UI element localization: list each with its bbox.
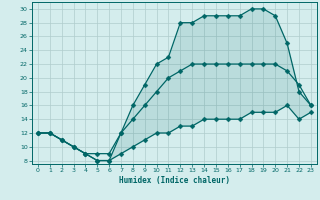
X-axis label: Humidex (Indice chaleur): Humidex (Indice chaleur) [119, 176, 230, 185]
